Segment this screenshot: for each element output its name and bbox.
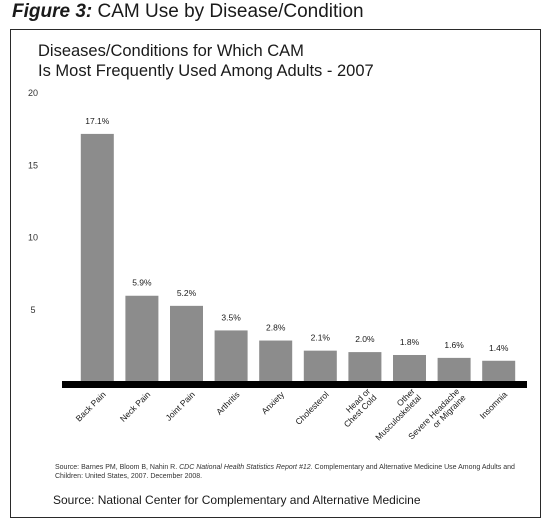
- bar: [437, 357, 471, 381]
- x-tick-label-line: Neck Pain: [118, 389, 153, 424]
- x-tick-label: Neck Pain: [118, 389, 153, 424]
- footnote-report-title: CDC National Health Statistics Report #1…: [179, 464, 313, 471]
- bar: [80, 133, 114, 381]
- data-label: 5.9%: [132, 278, 152, 288]
- bar: [348, 352, 382, 381]
- y-tick-label: 5: [30, 305, 35, 315]
- figure-caption: CAM Use by Disease/Condition: [97, 1, 364, 22]
- x-tick-label: Cholesterol: [293, 389, 331, 427]
- y-tick-label: 20: [28, 88, 38, 98]
- data-label: 1.6%: [444, 340, 464, 350]
- footnote-prefix: Source: Barnes PM, Bloom B, Nahin R.: [55, 464, 178, 471]
- data-label: 5.2%: [177, 288, 197, 298]
- x-tick-label-line: Back Pain: [74, 389, 108, 423]
- figure-number: Figure 3:: [12, 1, 93, 22]
- bar-chart: 5 10 15 20 17.1% Back Pain 5.9% Neck Pain 5.2% Jo…: [28, 88, 527, 442]
- data-label: 2.0%: [355, 334, 375, 344]
- y-tick-label: 15: [28, 160, 38, 170]
- x-tick-label: Joint Pain: [163, 389, 197, 423]
- x-tick-label-line: Insomnia: [478, 389, 510, 421]
- figure-title: Figure 3: CAM Use by Disease/Condition: [12, 1, 364, 23]
- data-label: 2.8%: [266, 323, 286, 333]
- x-tick-label-line: Arthritis: [214, 389, 241, 416]
- x-tick-label: Insomnia: [478, 389, 510, 421]
- bar: [259, 340, 293, 381]
- source-line: Source: National Center for Complementar…: [53, 493, 421, 507]
- footnote-rest: Complementary and Alternative Medicine U…: [55, 464, 515, 480]
- y-tick-label: 10: [28, 233, 38, 243]
- chart-footnote: Source: Barnes PM, Bloom B, Nahin R. CDC…: [55, 463, 515, 481]
- x-tick-label: Back Pain: [74, 389, 108, 423]
- bar: [125, 295, 159, 381]
- data-label: 1.4%: [489, 343, 509, 353]
- x-tick-label: Head orChest Cold: [335, 386, 378, 429]
- data-label: 17.1%: [85, 116, 110, 126]
- bar: [482, 360, 516, 381]
- x-tick-label: Anxiety: [259, 389, 286, 416]
- bar: [214, 330, 248, 381]
- x-tick-label: Arthritis: [214, 389, 241, 416]
- x-tick-label-line: Anxiety: [259, 389, 286, 416]
- chart-title: Diseases/Conditions for Which CAM Is Mos…: [38, 41, 374, 81]
- chart-title-line-2: Is Most Frequently Used Among Adults - 2…: [38, 62, 374, 80]
- data-label: 1.8%: [400, 337, 420, 347]
- data-label: 3.5%: [221, 312, 241, 322]
- x-tick-label-line: Joint Pain: [163, 389, 197, 423]
- bar: [303, 350, 337, 381]
- x-axis-baseline: [62, 381, 527, 388]
- chart-frame: Diseases/Conditions for Which CAM Is Mos…: [10, 29, 541, 518]
- data-label: 2.1%: [311, 333, 331, 343]
- bar: [170, 305, 203, 381]
- bar: [393, 354, 426, 381]
- x-tick-label-line: Cholesterol: [293, 389, 331, 427]
- chart-title-line-1: Diseases/Conditions for Which CAM: [38, 42, 304, 60]
